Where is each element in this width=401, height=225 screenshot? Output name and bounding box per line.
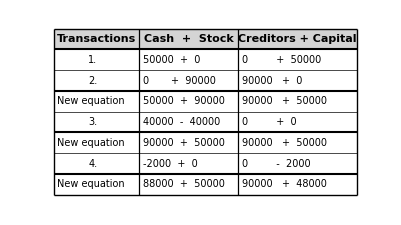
Text: 90000   +  0: 90000 + 0 xyxy=(242,76,303,86)
Text: 90000  +  50000: 90000 + 50000 xyxy=(143,138,225,148)
Text: 90000   +  48000: 90000 + 48000 xyxy=(242,180,327,189)
Text: 4.: 4. xyxy=(88,159,97,169)
Text: 90000   +  50000: 90000 + 50000 xyxy=(242,138,327,148)
Text: 1.: 1. xyxy=(88,55,97,65)
Text: -2000  +  0: -2000 + 0 xyxy=(143,159,198,169)
Text: 0         +  0: 0 + 0 xyxy=(242,117,297,127)
Bar xyxy=(54,29,357,49)
Text: 0         -  2000: 0 - 2000 xyxy=(242,159,311,169)
Text: 50000  +  90000: 50000 + 90000 xyxy=(143,96,225,106)
Text: Cash  +  Stock: Cash + Stock xyxy=(144,34,234,44)
Text: New equation: New equation xyxy=(57,96,125,106)
Text: Creditors + Capital: Creditors + Capital xyxy=(239,34,357,44)
Text: 50000  +  0: 50000 + 0 xyxy=(143,55,200,65)
Text: 2.: 2. xyxy=(88,76,97,86)
Text: 90000   +  50000: 90000 + 50000 xyxy=(242,96,327,106)
Text: 40000  -  40000: 40000 - 40000 xyxy=(143,117,221,127)
Text: 3.: 3. xyxy=(88,117,97,127)
Text: 0         +  50000: 0 + 50000 xyxy=(242,55,322,65)
Text: 0       +  90000: 0 + 90000 xyxy=(143,76,216,86)
Text: 88000  +  50000: 88000 + 50000 xyxy=(143,180,225,189)
Text: New equation: New equation xyxy=(57,138,125,148)
Text: Transactions: Transactions xyxy=(57,34,136,44)
Text: New equation: New equation xyxy=(57,180,125,189)
